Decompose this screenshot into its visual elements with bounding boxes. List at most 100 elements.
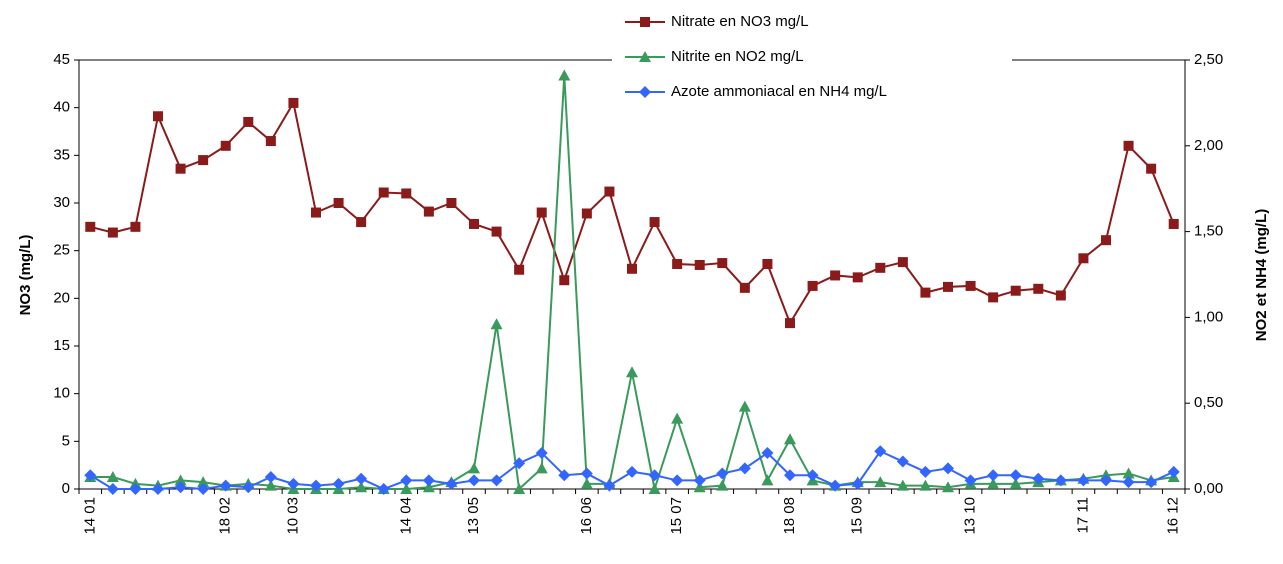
marker bbox=[558, 469, 571, 482]
marker bbox=[174, 481, 187, 494]
marker bbox=[490, 318, 503, 330]
legend-label: Nitrite en NO2 mg/L bbox=[671, 48, 804, 65]
marker bbox=[355, 472, 368, 485]
marker bbox=[106, 470, 119, 482]
marker bbox=[762, 259, 773, 270]
marker bbox=[919, 465, 932, 478]
marker bbox=[738, 462, 751, 475]
marker bbox=[174, 474, 187, 486]
marker bbox=[626, 465, 638, 478]
marker bbox=[761, 446, 774, 459]
marker bbox=[639, 86, 651, 98]
x-tick-label: 10 03 bbox=[284, 497, 301, 535]
marker bbox=[1010, 285, 1021, 296]
marker bbox=[739, 282, 750, 293]
marker bbox=[671, 474, 684, 487]
marker bbox=[784, 469, 796, 482]
marker bbox=[1123, 140, 1134, 151]
marker bbox=[761, 474, 774, 486]
marker bbox=[807, 280, 818, 291]
marker bbox=[197, 483, 210, 495]
marker bbox=[1146, 163, 1157, 174]
marker bbox=[264, 479, 277, 491]
marker bbox=[875, 262, 886, 273]
marker bbox=[468, 474, 480, 487]
marker bbox=[1009, 477, 1022, 489]
marker bbox=[942, 462, 954, 475]
marker bbox=[469, 218, 479, 229]
x-tick-label: 13 10 bbox=[962, 497, 979, 535]
marker bbox=[220, 140, 231, 151]
marker bbox=[806, 469, 819, 482]
marker bbox=[693, 474, 706, 487]
x-tick-label: 17 11 bbox=[1074, 497, 1091, 533]
marker bbox=[311, 207, 321, 218]
marker bbox=[988, 292, 999, 303]
marker bbox=[1168, 218, 1179, 229]
y2-axis-title: NO2 et NH4 (mg/L) bbox=[1253, 209, 1270, 342]
marker bbox=[107, 227, 118, 238]
marker bbox=[626, 366, 638, 378]
y2-tick-label: 0,50 bbox=[1194, 394, 1223, 411]
x-tick-label: 14 01 bbox=[81, 497, 98, 535]
marker bbox=[648, 469, 661, 482]
y-tick-label: 25 bbox=[53, 242, 70, 259]
marker bbox=[265, 136, 276, 147]
marker bbox=[1033, 283, 1044, 294]
marker bbox=[693, 481, 706, 493]
marker bbox=[738, 400, 751, 412]
marker bbox=[874, 445, 887, 458]
marker bbox=[197, 476, 210, 488]
x-tick-label: 18 08 bbox=[781, 497, 798, 535]
marker bbox=[85, 221, 96, 232]
marker bbox=[717, 258, 728, 269]
marker bbox=[422, 481, 435, 493]
marker bbox=[581, 208, 592, 219]
x-tick-label: 16 06 bbox=[578, 497, 595, 535]
marker bbox=[964, 474, 977, 487]
marker bbox=[649, 217, 660, 228]
marker bbox=[175, 163, 186, 174]
marker bbox=[987, 469, 1000, 482]
marker bbox=[1054, 474, 1067, 487]
marker bbox=[943, 281, 953, 292]
marker bbox=[558, 69, 571, 81]
marker bbox=[264, 470, 277, 483]
y-tick-label: 40 bbox=[53, 99, 70, 116]
marker bbox=[1009, 469, 1022, 482]
marker bbox=[784, 433, 796, 445]
marker bbox=[198, 155, 209, 166]
y-tick-label: 45 bbox=[53, 51, 70, 68]
marker bbox=[400, 474, 413, 487]
marker bbox=[1032, 472, 1045, 485]
marker bbox=[1078, 253, 1089, 264]
marker bbox=[1122, 476, 1135, 489]
marker bbox=[287, 477, 300, 490]
marker bbox=[965, 280, 976, 291]
marker bbox=[422, 474, 435, 487]
y-tick-label: 20 bbox=[53, 289, 70, 306]
x-tick-label: 13 05 bbox=[465, 497, 482, 535]
marker bbox=[536, 207, 547, 218]
y2-tick-label: 2,00 bbox=[1194, 137, 1223, 154]
marker bbox=[468, 462, 480, 474]
marker bbox=[648, 483, 661, 494]
y-tick-label: 30 bbox=[53, 194, 70, 211]
x-tick-label: 16 12 bbox=[1165, 497, 1182, 535]
marker bbox=[242, 481, 255, 494]
legend-box bbox=[612, 4, 1012, 114]
marker bbox=[401, 188, 412, 199]
marker bbox=[243, 116, 254, 127]
y-tick-label: 35 bbox=[53, 146, 70, 163]
marker bbox=[920, 287, 931, 298]
marker bbox=[716, 479, 729, 491]
marker bbox=[513, 457, 526, 470]
x-tick-label: 18 02 bbox=[217, 497, 234, 535]
marker bbox=[640, 17, 650, 27]
marker bbox=[1145, 476, 1158, 489]
marker bbox=[830, 270, 841, 281]
marker bbox=[559, 275, 570, 286]
marker bbox=[446, 198, 457, 208]
y2-tick-label: 0,00 bbox=[1194, 480, 1223, 497]
